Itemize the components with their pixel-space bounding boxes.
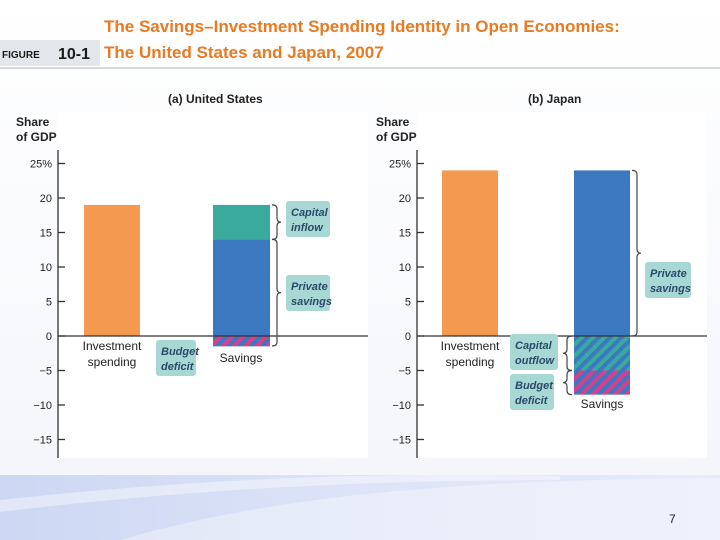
y-tick-label: 10 xyxy=(399,262,411,274)
annotation-capital-inflow-text: Capital xyxy=(291,207,329,219)
annotation-budget-deficit-box xyxy=(156,340,196,376)
bar-investment-spending xyxy=(84,204,140,336)
y-tick-label: −15 xyxy=(392,435,411,447)
category-label-savings: Savings xyxy=(220,351,263,365)
category-label-investment: Investment xyxy=(441,339,500,353)
bracket-private-savings xyxy=(631,169,642,337)
category-label-investment: Investment xyxy=(83,339,142,353)
annotation-budget-deficit-text: deficit xyxy=(161,361,195,373)
y-tick-label: 20 xyxy=(399,193,411,205)
y-tick-label: 0 xyxy=(46,331,52,343)
figure-label: FIGURE xyxy=(2,50,40,61)
y-tick-label: −10 xyxy=(392,400,411,412)
annotation-capital-inflow-text: inflow xyxy=(291,222,324,234)
y-tick-label: 5 xyxy=(46,297,52,309)
annotation-private-savings-box xyxy=(286,275,330,311)
y-tick-label: −5 xyxy=(398,366,411,378)
bracket-capital-inflow xyxy=(271,204,282,240)
y-tick-label: 10 xyxy=(40,262,52,274)
y-tick-label: −15 xyxy=(33,435,52,447)
annotation-capital-outflow-text: outflow xyxy=(515,355,556,367)
annotation-budget-deficit-text: Budget xyxy=(515,380,554,392)
annotation-budget-deficit-text: deficit xyxy=(515,395,549,407)
bar-private-savings xyxy=(574,170,630,336)
bar-capital-inflow xyxy=(213,204,270,240)
annotation-private-savings-text: savings xyxy=(650,283,691,295)
category-label-investment-line-2: spending xyxy=(88,355,137,369)
annotation-private-savings-text: savings xyxy=(291,296,332,308)
annotation-private-savings-text: Private xyxy=(291,281,328,293)
category-label-investment-line-2: spending xyxy=(446,355,495,369)
figure-header: FIGURE 10-1 The Savings–Investment Spend… xyxy=(0,17,720,69)
y-axis-label-line-1: Share xyxy=(376,115,410,129)
bar-capital-outflow xyxy=(574,336,630,371)
bracket-capital-outflow xyxy=(562,335,573,372)
page-number: 7 xyxy=(669,512,676,526)
bar-private-savings xyxy=(213,239,270,336)
annotation-private-savings-box xyxy=(645,262,691,298)
annotation-budget-deficit-box xyxy=(510,374,554,410)
bar-budget-deficit xyxy=(213,336,270,347)
y-tick-label: 0 xyxy=(405,331,411,343)
y-axis-label-line-2: of GDP xyxy=(376,130,417,144)
y-tick-label: 5 xyxy=(405,297,411,309)
y-tick-label: 15 xyxy=(40,228,52,240)
figure-title-line-1: The Savings–Investment Spending Identity… xyxy=(104,17,620,36)
y-tick-label: 15 xyxy=(399,228,411,240)
figure-number: 10-1 xyxy=(58,46,90,63)
y-tick-label: 25% xyxy=(30,159,52,171)
annotation-capital-inflow-box xyxy=(286,201,330,237)
bar-budget-deficit xyxy=(574,370,630,395)
bracket-budget-deficit xyxy=(562,369,573,396)
footer-swoosh-2 xyxy=(0,474,560,512)
y-tick-label: −5 xyxy=(39,366,52,378)
footer-band xyxy=(0,475,720,540)
annotation-private-savings-text: Private xyxy=(650,268,687,280)
panel-title: (b) Japan xyxy=(528,92,581,106)
y-tick-label: 20 xyxy=(40,193,52,205)
y-tick-label: 25% xyxy=(389,159,411,171)
panel-title: (a) United States xyxy=(168,92,263,106)
y-axis-label-line-1: Share xyxy=(16,115,50,129)
category-label-savings: Savings xyxy=(581,397,624,411)
bracket-private-savings xyxy=(271,238,282,347)
annotation-capital-outflow-text: Capital xyxy=(515,340,553,352)
bar-investment-spending xyxy=(442,170,498,336)
annotation-capital-outflow-box xyxy=(510,334,558,370)
footer-swoosh xyxy=(120,478,720,540)
figure-label-box xyxy=(0,40,100,66)
figure-title-line-2: The United States and Japan, 2007 xyxy=(104,43,384,62)
y-axis-label-line-2: of GDP xyxy=(16,130,57,144)
slide-footer: 7 xyxy=(0,474,720,540)
annotation-budget-deficit-text: Budget xyxy=(161,346,200,358)
y-tick-label: −10 xyxy=(33,400,52,412)
